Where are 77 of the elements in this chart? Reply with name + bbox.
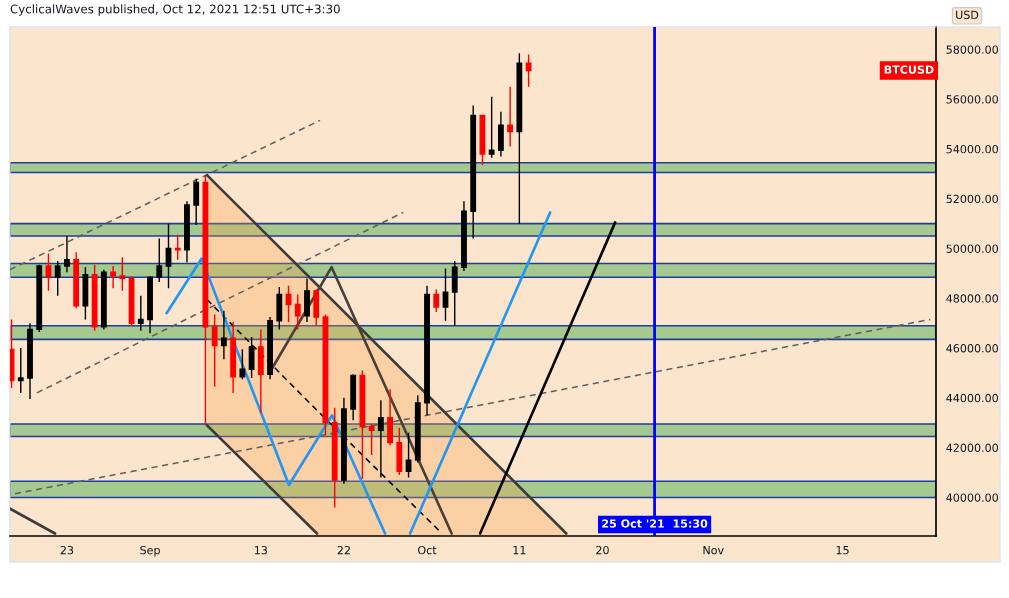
y-axis-title: USD: [956, 10, 979, 20]
candlestick: [91, 264, 98, 332]
candlestick: [525, 53, 532, 88]
candlestick: [165, 222, 172, 290]
candlestick: [488, 95, 495, 159]
candlestick: [27, 322, 33, 400]
candlestick: [248, 336, 255, 379]
candlestick: [174, 234, 181, 261]
candlestick: [239, 348, 246, 380]
annotation: BTCUSD: [884, 65, 934, 74]
candlestick: [211, 313, 218, 388]
candlestick: [73, 251, 80, 309]
candlestick: [17, 347, 24, 394]
y-tick-label: 52000.00: [946, 194, 998, 204]
candlestick: [54, 260, 61, 297]
y-tick-label: 48000.00: [946, 294, 998, 303]
y-tick-label: 54000.00: [946, 144, 998, 154]
y-tick-label: 50000.00: [946, 244, 998, 253]
x-tick-label: Nov: [703, 546, 724, 555]
candlestick: [304, 277, 310, 323]
candlestick: [294, 293, 301, 331]
candlestick: [341, 397, 347, 485]
candlestick: [193, 178, 200, 226]
candlestick: [331, 407, 338, 509]
candlestick: [285, 285, 292, 323]
candlestick: [451, 260, 458, 327]
candlestick: [516, 52, 523, 225]
y-tick-label: 58000.00: [946, 45, 998, 54]
candlestick: [387, 388, 394, 446]
candlestick: [119, 256, 126, 292]
x-tick-label: 15: [836, 546, 849, 555]
candlestick: [359, 369, 366, 480]
candlestick: [10, 318, 15, 389]
y-tick-label: 40000.00: [946, 493, 998, 502]
candlestick: [220, 310, 227, 360]
candlestick: [433, 288, 440, 313]
candlestick: [267, 316, 273, 380]
candlestick: [405, 432, 412, 479]
candlestick: [36, 264, 43, 333]
x-tick-label: 11: [513, 546, 526, 555]
candlestick: [313, 288, 320, 327]
candlestick: [147, 276, 153, 334]
candlestick: [461, 200, 467, 272]
candlestick: [350, 373, 357, 421]
candlestick: [230, 321, 237, 394]
candlestick: [497, 110, 504, 158]
candlestick: [100, 268, 107, 331]
candlestick: [82, 266, 89, 321]
candlestick: [45, 252, 52, 292]
candlestick: [377, 399, 384, 479]
x-tick-label: Sep: [140, 545, 160, 557]
y-tick-label: 46000.00: [946, 344, 998, 353]
x-tick-label: 23: [60, 545, 74, 555]
x-tick-label: 20: [596, 545, 609, 555]
candlestick: [156, 237, 163, 283]
candlestick: [202, 174, 209, 425]
candlestick: [424, 285, 430, 416]
candlestick: [257, 328, 264, 414]
candlestick: [442, 267, 449, 322]
y-tick-label: 42000.00: [946, 443, 998, 453]
x-tick-label: 22: [337, 545, 350, 555]
candlestick: [276, 286, 283, 331]
candlestick: [507, 86, 514, 148]
ref-line-label: 25 Oct '21 15:30: [602, 519, 708, 528]
candlestick: [184, 200, 190, 263]
candlestick: [414, 394, 421, 464]
candlestick: [368, 423, 375, 456]
candlestick: [110, 265, 117, 290]
x-tick-label: Oct: [418, 545, 437, 555]
candlestick: [470, 104, 477, 240]
x-tick-label: 13: [254, 545, 268, 555]
y-tick-label: 44000.00: [946, 393, 998, 403]
candlestick: [396, 427, 403, 476]
chart-title: CyclicalWaves published, Oct 12, 2021 12:51 UTC+3:30: [10, 4, 340, 16]
y-tick-label: 56000.00: [946, 95, 998, 104]
candlestick: [137, 295, 144, 332]
candlestick: [64, 235, 70, 273]
